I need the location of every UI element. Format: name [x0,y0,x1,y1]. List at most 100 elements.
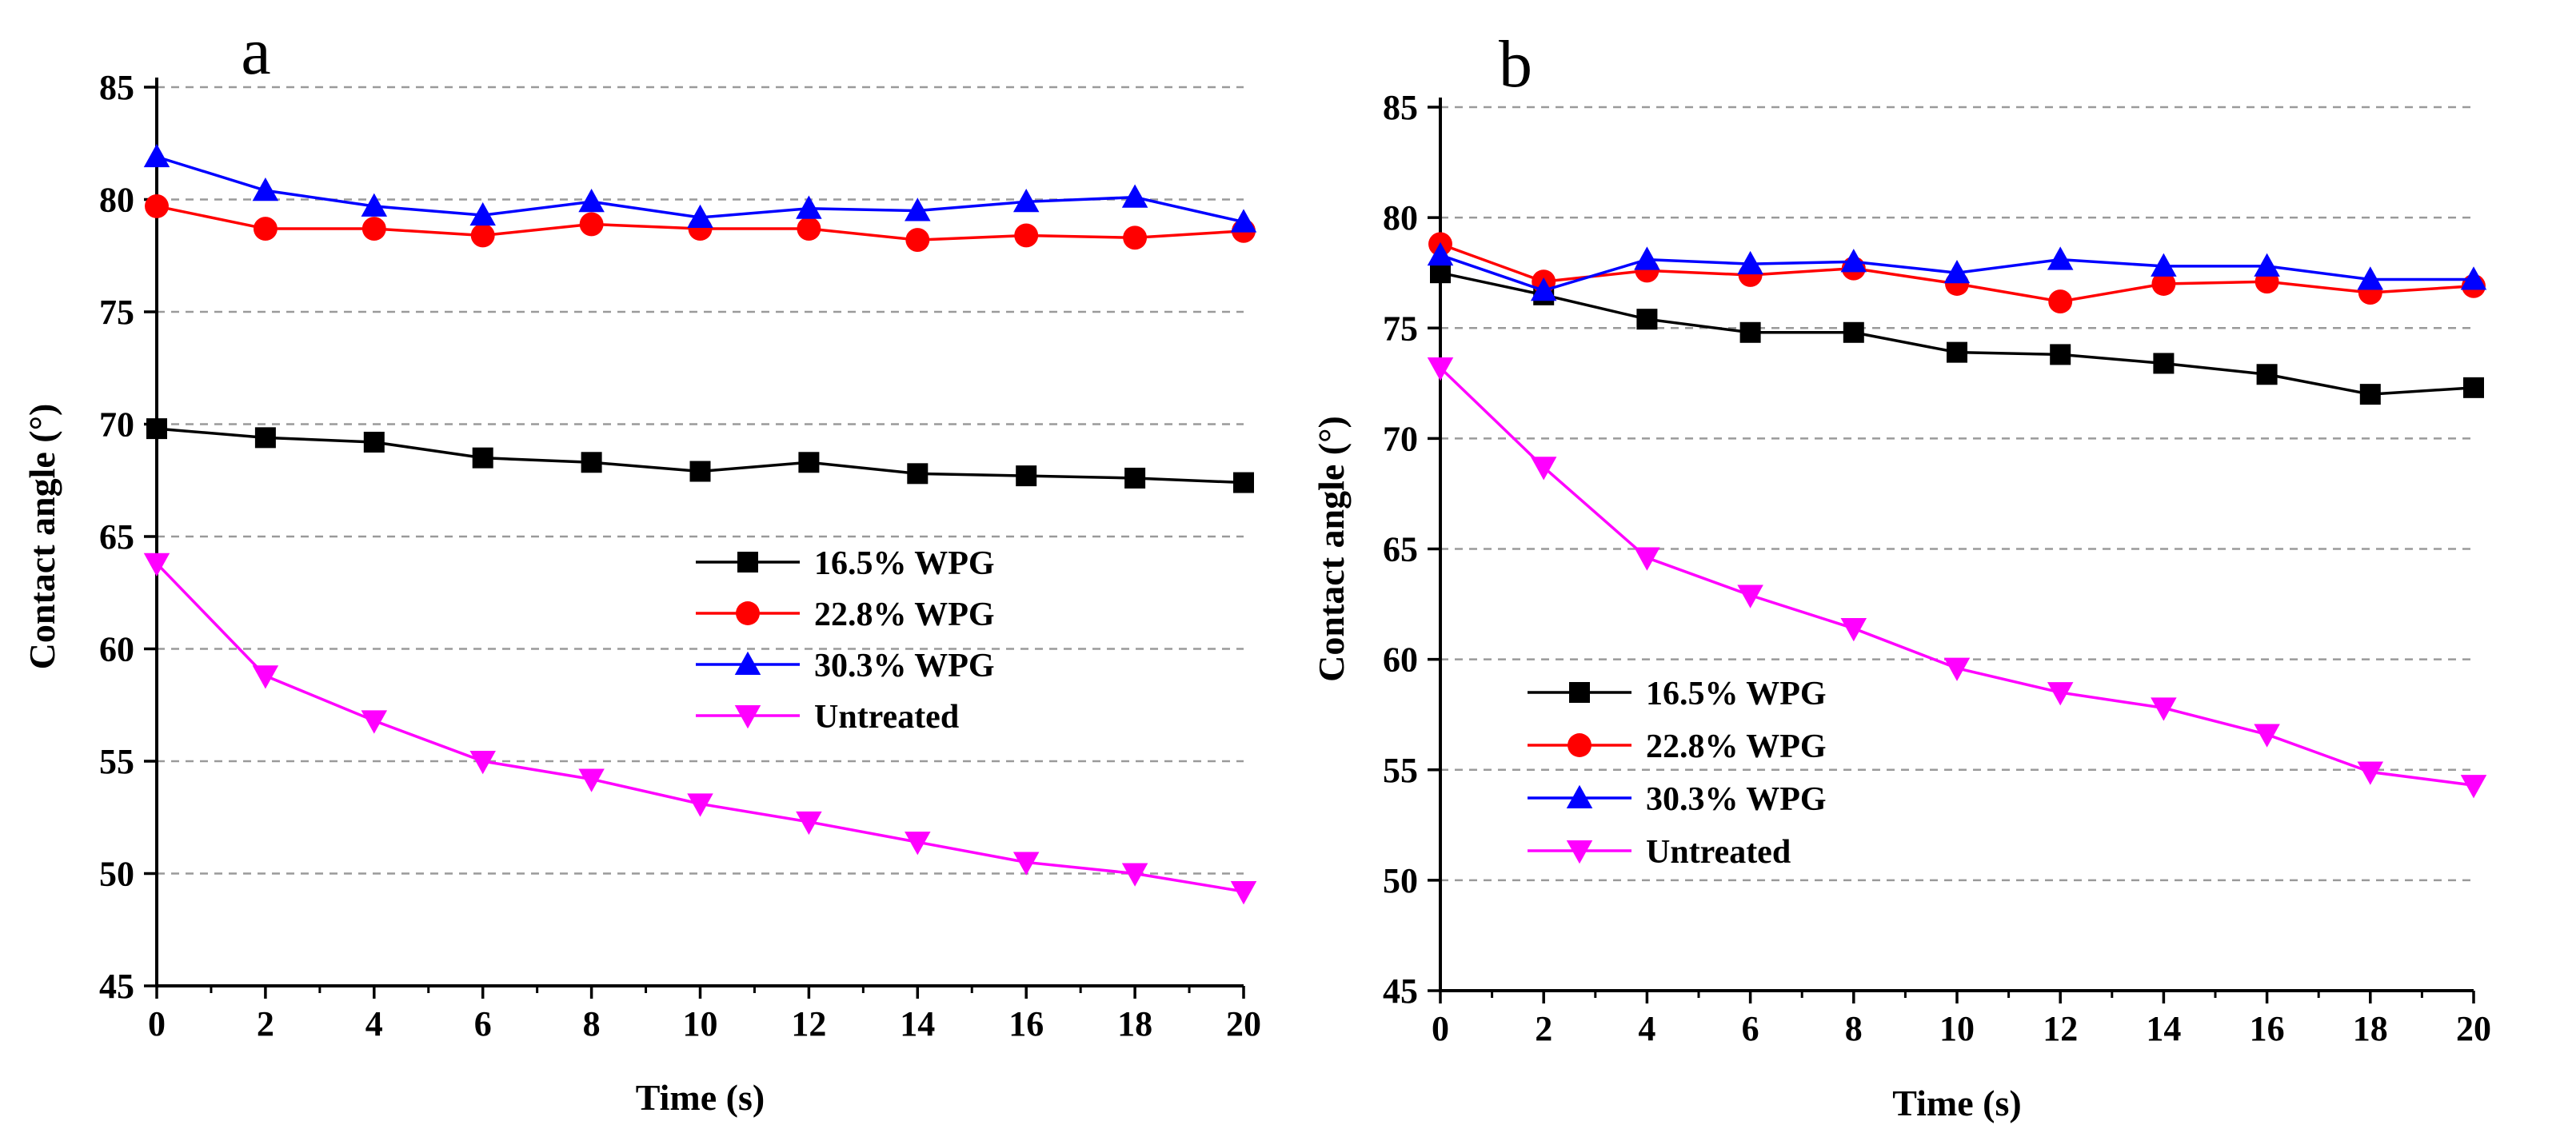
y-tick-label: 80 [1383,198,1418,237]
data-point [689,461,711,482]
data-point [1427,357,1454,381]
data-point [1737,584,1763,608]
y-tick-label: 55 [99,742,134,781]
data-point [1016,465,1037,487]
data-point [2460,266,2487,290]
data-point [1014,223,1039,248]
data-point [1739,321,1761,343]
data-point [1840,617,1867,642]
y-tick-label: 50 [1383,861,1418,900]
legend-marker [1569,682,1590,703]
data-point [905,228,930,253]
data-point [1012,189,1040,213]
data-point [2359,384,2381,405]
y-tick-label: 45 [1383,971,1418,1011]
data-point [361,710,388,734]
data-point [1943,657,1971,681]
data-point [472,447,493,469]
data-point [1843,321,1864,343]
legend-label: 30.3% WPG [814,648,995,684]
legend-marker [737,552,758,572]
panel-label: b [1499,27,1532,102]
data-point [469,201,496,226]
data-point [2460,775,2487,799]
data-point [2151,253,2177,277]
data-point [687,204,713,228]
series-30-3-wpg [143,143,1257,233]
y-tick-label: 85 [99,68,134,107]
y-tick-label: 45 [99,967,134,1006]
data-point [2047,682,2074,706]
legend-label: 30.3% WPG [1646,781,1827,818]
x-tick-label: 0 [148,1004,166,1043]
x-tick-label: 16 [1008,1004,1044,1043]
y-tick-label: 60 [99,630,134,669]
data-point [253,217,278,241]
series-22-8-wpg [145,193,1256,253]
y-tick-label: 70 [1383,419,1418,458]
series-untreated [1427,357,2487,799]
legend: 16.5% WPG 22.8% WPG 30.3% WPG Untreated [696,545,995,736]
data-point [2254,724,2280,748]
data-point [579,212,604,237]
x-tick-label: 20 [2456,1009,2491,1048]
y-tick-label: 60 [1383,640,1418,680]
legend-label: Untreated [1646,834,1791,871]
data-point [1012,852,1040,876]
x-tick-label: 6 [474,1004,492,1043]
series-16-5-wpg [146,418,1254,493]
data-point [581,452,602,473]
data-point [1530,277,1557,301]
x-tick-label: 10 [1939,1009,1975,1048]
x-tick-label: 2 [1535,1009,1552,1048]
data-point [361,193,388,217]
series-line [1439,366,2474,787]
data-point [143,553,170,576]
x-tick-label: 16 [2250,1009,2285,1048]
legend-label: 16.5% WPG [814,545,995,582]
data-point [1121,863,1148,887]
x-tick-label: 6 [1742,1009,1759,1048]
data-point [2256,364,2278,385]
data-point [796,195,822,219]
x-tick-label: 14 [900,1004,935,1043]
series-30-3-wpg [1427,241,2487,301]
y-tick-label: 50 [99,855,134,894]
data-point [1737,250,1763,275]
y-axis-title: Contact angle (°) [22,404,62,670]
data-point [1840,249,1867,273]
data-point [1947,341,1967,363]
x-tick-label: 0 [1432,1009,1449,1048]
x-axis-title: Time (s) [1892,1083,2021,1123]
x-tick-label: 2 [257,1004,274,1043]
chart-panel-a: 45 50 55 60 65 70 75 80 85 0 2 4 6 8 10 12 14 16 18 20 Time … [22,14,1261,1118]
data-point [1634,246,1660,270]
data-point [252,178,279,201]
legend-marker [734,651,761,675]
data-point [1636,309,1658,330]
data-point [252,665,279,689]
data-point [1427,241,1454,266]
data-point [578,189,605,213]
y-tick-label: 65 [99,517,134,557]
legend-label: 22.8% WPG [1646,728,1827,765]
data-point [905,197,931,221]
data-point [146,418,167,440]
y-tick-label: 65 [1383,530,1418,569]
data-point [2048,289,2073,314]
data-point [1230,880,1257,905]
x-tick-label: 14 [2146,1009,2181,1048]
data-point [1233,472,1254,493]
y-tick-label: 55 [1383,751,1418,790]
data-point [1943,259,1971,284]
data-point [254,427,276,449]
legend-label: 22.8% WPG [814,596,995,633]
legend-label: Untreated [814,699,959,736]
legend-label: 16.5% WPG [1646,676,1827,712]
data-point [361,217,386,241]
data-point [1530,457,1557,481]
data-point [1124,467,1146,489]
x-tick-label: 4 [365,1004,383,1043]
legend-marker [1568,733,1592,757]
panel-label: a [241,14,270,89]
